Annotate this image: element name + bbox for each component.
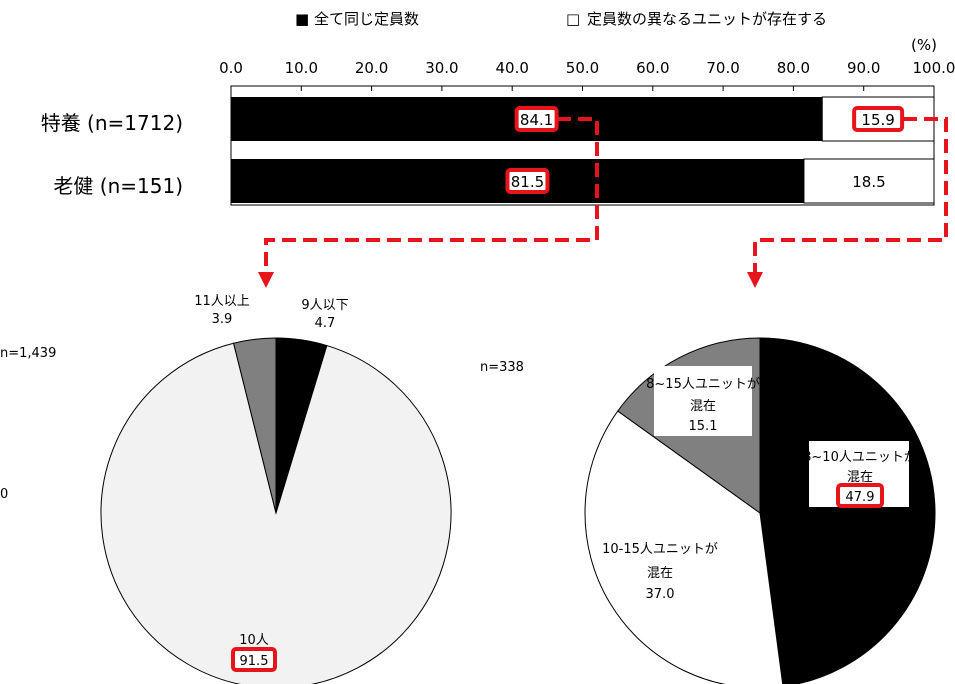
slice-label-11-or-more: 11人以上 bbox=[194, 294, 250, 309]
data-label-different: 18.5 bbox=[852, 173, 885, 191]
slice-value-9-or-less: 4.7 bbox=[315, 316, 336, 331]
category-label-tokuyo: 特養 (n=1712) bbox=[41, 111, 183, 135]
connector-arrows bbox=[258, 117, 948, 288]
pie-slice bbox=[759, 337, 936, 684]
bars: 84.1 15.9 81.5 18.5 bbox=[231, 96, 935, 204]
slice-label-9-or-less: 9人以下 bbox=[301, 298, 348, 313]
legend: ■ 全て同じ定員数 □ 定員数の異なるユニットが存在する bbox=[295, 10, 827, 28]
pie-chart-left bbox=[100, 337, 452, 684]
x-tick-labels: 0.0 10.0 20.0 30.0 40.0 50.0 60.0 70.0 80.0 90.0 1… bbox=[219, 59, 955, 77]
x-tick-label: 20.0 bbox=[355, 59, 388, 77]
highlight-box-47-9 bbox=[836, 483, 884, 508]
pie-slice bbox=[232, 337, 277, 514]
highlight-box-91-5 bbox=[231, 647, 277, 672]
pie-left-n-label: n=1,439 bbox=[0, 346, 56, 361]
label-bg-8-15 bbox=[654, 366, 752, 436]
x-tick-label: 70.0 bbox=[706, 59, 739, 77]
slice-label-8-10-line1: 8~10人ユニットが bbox=[803, 450, 917, 465]
x-tick-label: 90.0 bbox=[847, 59, 880, 77]
x-tick-label: 50.0 bbox=[566, 59, 599, 77]
slice-value-11-or-more: 3.9 bbox=[212, 312, 233, 327]
slice-label-8-15-line1: 8~15人ユニットが bbox=[646, 377, 760, 392]
data-label-all-same: 84.1 bbox=[520, 111, 553, 129]
legend-marker-all-same: ■ bbox=[295, 10, 309, 28]
data-label-box bbox=[505, 168, 550, 194]
data-label-different: 15.9 bbox=[861, 111, 894, 129]
slice-value-8-10: 47.9 bbox=[846, 490, 875, 505]
slice-value-8-15: 15.1 bbox=[689, 419, 718, 434]
data-label-box bbox=[514, 106, 559, 132]
x-tick-label: 80.0 bbox=[777, 59, 810, 77]
x-tick-label: 40.0 bbox=[495, 59, 528, 77]
pie-chart-right bbox=[584, 337, 936, 684]
legend-label-different: 定員数の異なるユニットが存在する bbox=[587, 10, 827, 28]
pie-slice bbox=[100, 342, 452, 684]
legend-label-all-same: 全て同じ定員数 bbox=[314, 10, 419, 28]
slice-label-10: 10人 bbox=[239, 633, 269, 648]
pie-right-n-label: n=338 bbox=[480, 360, 524, 375]
pie-left-labels: n=1,439 0 9人以下 4.7 11人以上 3.9 10人 91.5 bbox=[0, 294, 349, 672]
x-tick-label: 0.0 bbox=[219, 59, 243, 77]
pie-slice bbox=[584, 410, 784, 684]
slice-value-10: 91.5 bbox=[240, 654, 269, 669]
bar-different bbox=[803, 158, 935, 204]
bar-chart: (%) 0.0 10.0 20.0 30.0 40.0 50.0 60.0 70.0 80.0 9… bbox=[41, 36, 955, 206]
slice-label-8-15-line2: 混在 bbox=[690, 399, 716, 414]
left-partial-label: 0 bbox=[0, 487, 8, 502]
legend-marker-different: □ bbox=[566, 10, 580, 28]
category-label-roken: 老健 (n=151) bbox=[53, 174, 183, 198]
data-label-box bbox=[852, 106, 905, 132]
connector-to-right-pie bbox=[747, 117, 948, 288]
data-label-all-same: 81.5 bbox=[511, 173, 544, 191]
slice-label-10-15-line2: 混在 bbox=[647, 566, 673, 581]
x-tick-label: 30.0 bbox=[425, 59, 458, 77]
slice-value-10-15: 37.0 bbox=[646, 587, 675, 602]
x-tick-label: 60.0 bbox=[636, 59, 669, 77]
pie-right-labels: n=338 8~15人ユニットが 混在 15.1 10-15人ユニットが 混在 … bbox=[480, 360, 917, 602]
slice-label-10-15-line1: 10-15人ユニットが bbox=[602, 542, 718, 557]
x-tick-label: 100.0 bbox=[913, 59, 955, 77]
connector-to-left-pie bbox=[258, 117, 599, 288]
x-tick-label: 10.0 bbox=[285, 59, 318, 77]
slice-label-8-10-line2: 混在 bbox=[847, 470, 873, 485]
axis-unit-label: (%) bbox=[911, 36, 937, 54]
x-tick-marks bbox=[300, 86, 865, 91]
